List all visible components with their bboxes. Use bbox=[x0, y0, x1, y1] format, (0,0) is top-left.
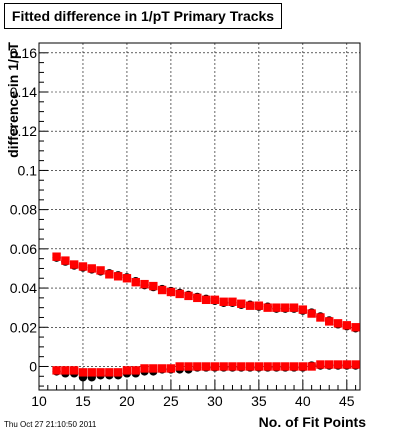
data-point bbox=[61, 256, 70, 265]
y-tick-label: 0.02 bbox=[10, 319, 37, 335]
x-tick-label: 10 bbox=[31, 393, 47, 409]
data-point bbox=[325, 360, 334, 369]
y-tick-label: 0.12 bbox=[10, 123, 37, 139]
data-point bbox=[87, 264, 96, 273]
data-point bbox=[175, 289, 184, 299]
data-point bbox=[325, 317, 334, 326]
y-tick-label: 0.1 bbox=[18, 162, 38, 178]
y-tick-label: 0.08 bbox=[10, 202, 37, 218]
y-tick-label: 0 bbox=[29, 358, 37, 374]
data-point bbox=[272, 303, 281, 312]
data-point bbox=[105, 368, 114, 377]
x-tick-label: 20 bbox=[119, 393, 135, 409]
y-tick-label: 0.04 bbox=[10, 280, 37, 296]
y-tick-label: 0.16 bbox=[10, 45, 37, 61]
x-tick-label: 45 bbox=[339, 393, 355, 409]
data-point bbox=[210, 295, 220, 305]
data-point bbox=[166, 364, 176, 373]
data-point bbox=[245, 301, 255, 310]
x-tick-label: 40 bbox=[295, 393, 311, 409]
data-point bbox=[351, 360, 360, 369]
data-point bbox=[307, 362, 316, 371]
data-markers bbox=[52, 252, 360, 382]
data-point bbox=[52, 252, 61, 261]
data-point bbox=[351, 323, 360, 332]
data-point bbox=[307, 309, 316, 318]
x-tick-label: 35 bbox=[251, 393, 267, 409]
data-point bbox=[131, 277, 140, 287]
data-point bbox=[316, 313, 325, 322]
data-point bbox=[131, 366, 140, 375]
data-point bbox=[245, 362, 255, 371]
data-point bbox=[201, 295, 211, 305]
data-point bbox=[342, 321, 352, 330]
data-point bbox=[342, 360, 352, 369]
data-point bbox=[157, 285, 167, 295]
data-point bbox=[113, 368, 123, 377]
y-tick-label: 0.14 bbox=[10, 84, 37, 100]
data-point bbox=[96, 266, 105, 275]
data-point bbox=[184, 291, 193, 301]
data-point bbox=[69, 260, 79, 269]
data-point bbox=[228, 297, 237, 306]
x-tick-label: 15 bbox=[75, 393, 91, 409]
data-point bbox=[237, 362, 246, 371]
data-point bbox=[149, 281, 158, 291]
data-point bbox=[61, 366, 70, 375]
data-point bbox=[149, 364, 158, 373]
x-tick-labels: 10 15 20 25 30 35 40 45 bbox=[31, 393, 355, 409]
x-tick-label: 25 bbox=[163, 393, 179, 409]
data-point bbox=[52, 366, 61, 375]
data-point bbox=[122, 274, 132, 283]
data-point bbox=[281, 362, 290, 371]
data-point bbox=[333, 360, 343, 369]
data-point bbox=[175, 362, 184, 371]
x-tick-label: 30 bbox=[207, 393, 223, 409]
data-point bbox=[254, 362, 264, 371]
title-box: Fitted difference in 1/pT Primary Tracks bbox=[4, 3, 282, 29]
plot-frame bbox=[38, 42, 361, 391]
data-point bbox=[96, 368, 105, 377]
data-point bbox=[166, 287, 176, 297]
y-axis-label: difference in 1/pT bbox=[5, 42, 21, 158]
data-point bbox=[157, 364, 167, 373]
data-point bbox=[193, 293, 202, 303]
data-point bbox=[219, 362, 228, 371]
data-point bbox=[333, 319, 343, 328]
ticks bbox=[38, 52, 357, 390]
data-point bbox=[254, 301, 264, 310]
data-point bbox=[289, 303, 299, 312]
data-point bbox=[140, 279, 149, 289]
data-point bbox=[289, 362, 299, 371]
data-point bbox=[184, 362, 193, 371]
y-tick-label: 0.06 bbox=[10, 241, 37, 257]
data-point bbox=[263, 303, 272, 312]
data-point bbox=[78, 368, 88, 377]
timestamp: Thu Oct 27 21:10:50 2011 bbox=[4, 420, 97, 429]
data-point bbox=[228, 362, 237, 371]
grid bbox=[39, 43, 360, 390]
data-point bbox=[263, 362, 272, 371]
data-point bbox=[298, 362, 308, 371]
data-point bbox=[113, 272, 123, 281]
y-tick-labels: 0 0.02 0.04 0.06 0.08 0.1 0.12 0.14 0.16 bbox=[10, 45, 37, 375]
data-point bbox=[105, 270, 114, 279]
data-point bbox=[219, 297, 228, 306]
data-point bbox=[272, 362, 281, 371]
chart-title: Fitted difference in 1/pT Primary Tracks bbox=[11, 8, 275, 24]
data-point bbox=[69, 366, 79, 375]
data-point bbox=[201, 362, 211, 371]
data-point bbox=[78, 262, 88, 271]
data-point bbox=[122, 366, 132, 375]
data-point bbox=[87, 368, 96, 377]
data-point bbox=[193, 362, 202, 371]
data-point bbox=[281, 303, 290, 312]
data-point bbox=[298, 305, 308, 314]
data-point bbox=[316, 360, 325, 369]
data-point bbox=[210, 362, 220, 371]
x-axis-label: No. of Fit Points bbox=[259, 414, 367, 430]
data-point bbox=[237, 299, 246, 308]
data-point bbox=[140, 364, 149, 373]
